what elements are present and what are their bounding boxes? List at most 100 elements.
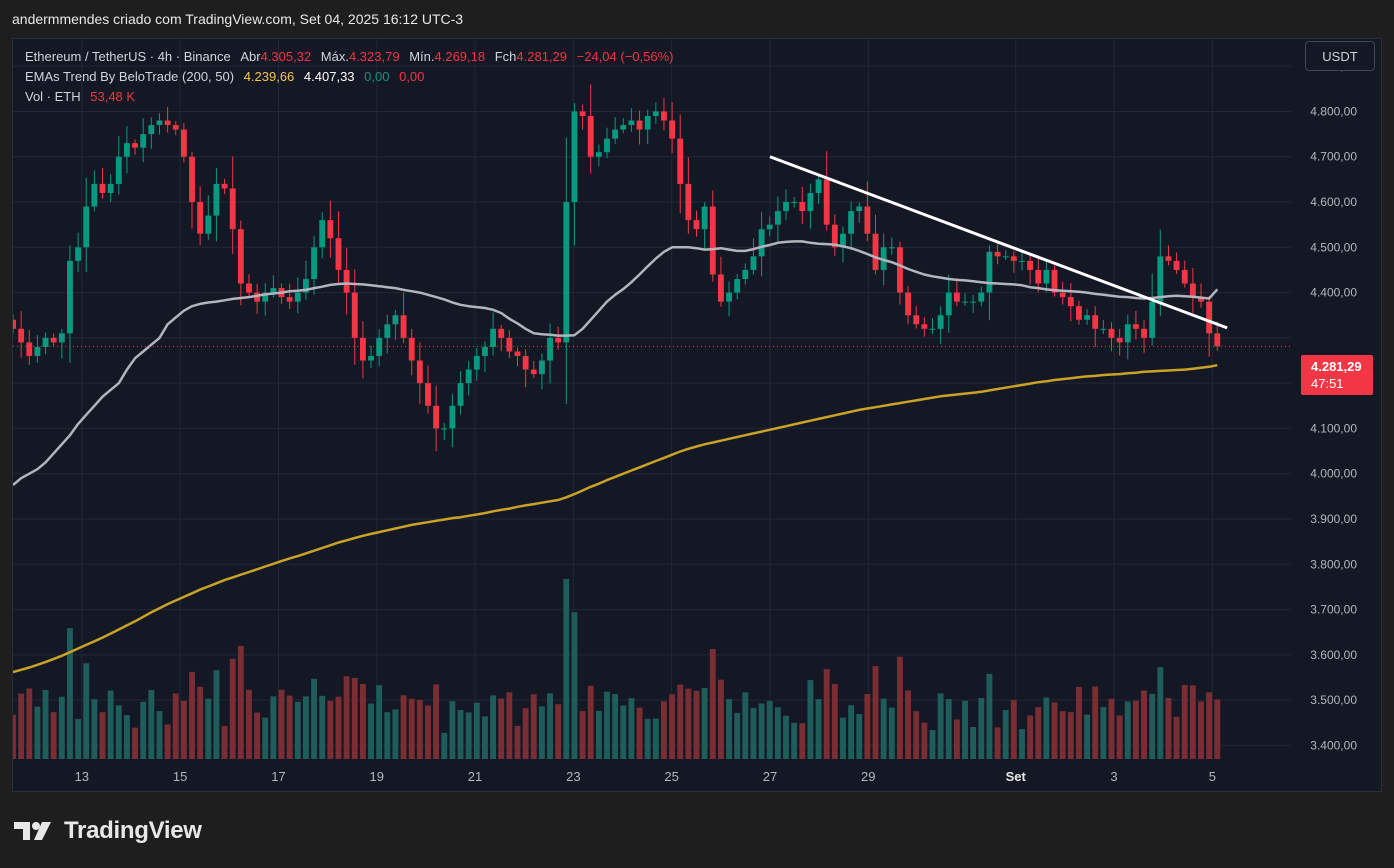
volume-bar [514, 725, 521, 759]
volume-bar [294, 701, 301, 759]
candle-body [433, 405, 440, 429]
volume-bar [351, 677, 358, 759]
volume-bar [970, 726, 977, 759]
indicator-title[interactable]: EMAs Trend By BeloTrade (200, 50) [25, 69, 235, 84]
x-tick-label: 25 [664, 769, 678, 784]
volume-bar [579, 711, 586, 759]
candle-body [547, 337, 553, 361]
candle-body [1027, 260, 1034, 270]
indicator-value-1: 0,00 [364, 69, 390, 84]
volume-bar [416, 699, 423, 759]
candle-body [50, 337, 57, 343]
volume-bar [522, 708, 529, 759]
candle-body [1051, 269, 1058, 293]
candle-body [123, 143, 130, 157]
y-tick-label: 4.700,00 [1310, 150, 1357, 164]
volume-bar [701, 687, 708, 759]
y-tick-label: 4.400,00 [1310, 286, 1357, 300]
candle-body [156, 120, 163, 126]
currency-button[interactable]: USDT [1305, 41, 1375, 71]
candle-body [929, 328, 936, 330]
candle-body [254, 292, 261, 302]
candle-body [807, 192, 814, 212]
volume-bar [498, 698, 505, 759]
candle-body [18, 328, 25, 343]
volume-bar [441, 732, 448, 759]
volume-bar [563, 579, 570, 759]
volume-bar [945, 698, 952, 759]
volume-bar [840, 717, 846, 759]
volume-bar [1165, 697, 1172, 759]
legend-indicator-row: EMAs Trend By BeloTrade (200, 50) 4.239,… [25, 67, 674, 87]
volume-bar [693, 690, 700, 759]
change-value: −24,04 (−0,56%) [576, 49, 674, 64]
tradingview-logo[interactable]: TradingView [14, 816, 202, 846]
legend: Ethereum / TetherUS · 4h · Binance Abr4.… [25, 47, 674, 107]
candle-body [913, 315, 920, 325]
candle-body [994, 251, 1001, 257]
volume-bar [823, 669, 830, 759]
candle-body [1019, 260, 1025, 262]
candle-body [604, 138, 610, 153]
candle-body [726, 292, 732, 302]
candle-body [1149, 301, 1156, 338]
volume-bar [669, 694, 676, 759]
volume-bar [50, 712, 57, 759]
candle-body [400, 315, 407, 338]
logo-text: TradingView [64, 817, 202, 844]
candle-body [498, 328, 505, 338]
y-tick-label: 3.700,00 [1310, 603, 1357, 617]
candle-body [717, 274, 724, 302]
candle-body [42, 337, 49, 347]
y-tick-label: 3.600,00 [1310, 648, 1357, 662]
candle-body [75, 247, 82, 261]
candle-body [1116, 337, 1123, 343]
volume-bar [1173, 716, 1180, 759]
candle-body [693, 220, 700, 230]
candle-body [465, 369, 472, 384]
candle-body [880, 247, 887, 270]
volume-bar [628, 698, 635, 759]
candle-body [872, 233, 879, 270]
candle-body [286, 297, 293, 302]
volume-bar [34, 706, 41, 759]
volume-bar [652, 718, 659, 759]
candle-body [327, 220, 334, 239]
symbol-title[interactable]: Ethereum / TetherUS · 4h · Binance [25, 49, 231, 64]
header-caption: andermmendes criado com TradingView.com,… [0, 0, 1394, 38]
price-chart[interactable]: 3.400,00 3.500,00 3.600,00 3.700,00 3.800,00… [13, 39, 1382, 792]
candle-body [530, 369, 537, 375]
candle-body [1067, 297, 1074, 307]
candle-body [197, 202, 204, 234]
last-price-tag: 4.281,29 47:51 [1301, 355, 1373, 395]
y-tick-label: 4.000,00 [1310, 467, 1357, 481]
candle-body [229, 188, 236, 230]
candle-body [636, 120, 643, 130]
volume-bar [595, 710, 602, 759]
volume-bar [872, 666, 879, 759]
candle-body [473, 355, 480, 370]
volume-bar [1108, 698, 1115, 759]
candle-body [978, 292, 985, 302]
candle-body [514, 351, 521, 356]
chart-panel[interactable]: 3.400,00 3.500,00 3.600,00 3.700,00 3.800,00… [12, 38, 1382, 792]
candle-body [1084, 315, 1091, 320]
volume-bar [425, 705, 431, 759]
candle-body [840, 233, 846, 248]
candle-body [58, 333, 65, 343]
volume-bar [148, 690, 155, 759]
volume-bar [482, 716, 488, 759]
volume-bar [465, 712, 472, 759]
candle-body [392, 315, 399, 325]
volume-bar [368, 703, 374, 759]
candle-body [823, 179, 830, 225]
candle-body [652, 111, 659, 116]
volume-bar [742, 692, 749, 759]
volume-bar [1206, 692, 1213, 759]
candle-body [750, 256, 757, 270]
volume-title[interactable]: Vol · ETH [25, 89, 81, 104]
candle-body [579, 111, 586, 116]
candle-body [669, 120, 676, 139]
candle-body [685, 183, 692, 221]
candle-body [799, 202, 806, 212]
